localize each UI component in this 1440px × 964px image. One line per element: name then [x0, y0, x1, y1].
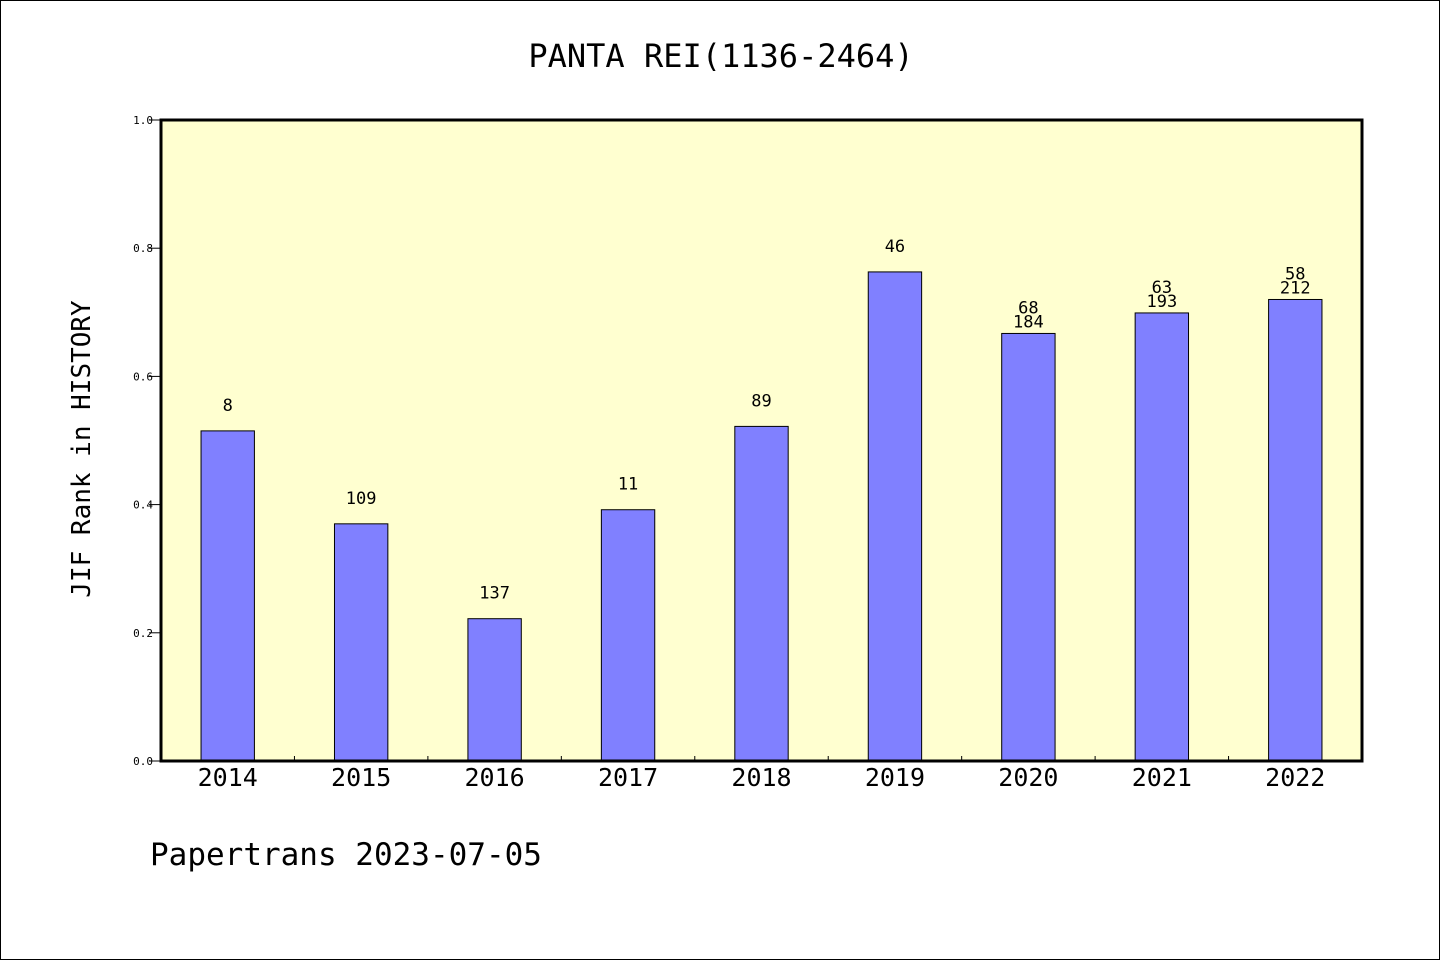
data-label: 11 — [618, 475, 638, 495]
footer-text: Papertrans 2023-07-05 — [150, 837, 542, 873]
x-tick-label: 2019 — [865, 763, 925, 792]
bar-2022 — [1268, 298, 1323, 762]
data-label: 193 — [1146, 292, 1177, 312]
bar-2020 — [1001, 332, 1056, 762]
y-axis-ticks: 0.0 0.2 0.4 0.6 0.8 1.0 — [133, 114, 161, 768]
y-axis-label: JIF Rank in HISTORY — [67, 300, 97, 598]
bar-2019 — [867, 271, 923, 762]
data-label: 63 — [1152, 278, 1172, 298]
data-label: 46 — [885, 237, 905, 257]
bar-2017 — [600, 509, 656, 762]
data-label: 137 — [479, 584, 510, 604]
bar-2016 — [467, 618, 522, 762]
x-axis-ticks: 2014 2015 2016 2017 2018 2019 2020 2021 2022 — [198, 756, 1325, 792]
y-tick-label: 0.2 — [133, 627, 153, 640]
y-tick-label: 0.8 — [133, 242, 153, 255]
data-label: 68 — [1018, 298, 1038, 318]
y-tick-label: 0.6 — [133, 370, 153, 383]
x-tick-label: 2014 — [198, 763, 258, 792]
plot-border — [159, 118, 1364, 763]
bar-2015 — [333, 523, 389, 762]
data-label: 212 — [1280, 278, 1311, 298]
x-tick-label: 2022 — [1265, 763, 1325, 792]
data-label: 8 — [223, 396, 233, 416]
chart-title: PANTA REI(1136-2464) — [528, 37, 913, 75]
data-label: 109 — [346, 489, 377, 509]
y-tick-label: 0.0 — [133, 755, 153, 768]
x-tick-label: 2020 — [998, 763, 1058, 792]
bar-2018 — [734, 425, 789, 762]
bar-2021 — [1134, 312, 1190, 762]
x-tick-label: 2015 — [331, 763, 391, 792]
bar-2014 — [200, 430, 255, 762]
y-tick-label: 0.4 — [133, 499, 153, 512]
x-tick-label: 2017 — [598, 763, 658, 792]
x-tick-label: 2021 — [1132, 763, 1192, 792]
data-label: 89 — [751, 391, 771, 411]
bars-group — [200, 271, 1323, 762]
data-label: 184 — [1013, 312, 1044, 332]
data-label: 58 — [1285, 264, 1305, 284]
y-tick-label: 1.0 — [133, 114, 153, 127]
x-tick-label: 2018 — [731, 763, 791, 792]
x-tick-label: 2016 — [465, 763, 525, 792]
